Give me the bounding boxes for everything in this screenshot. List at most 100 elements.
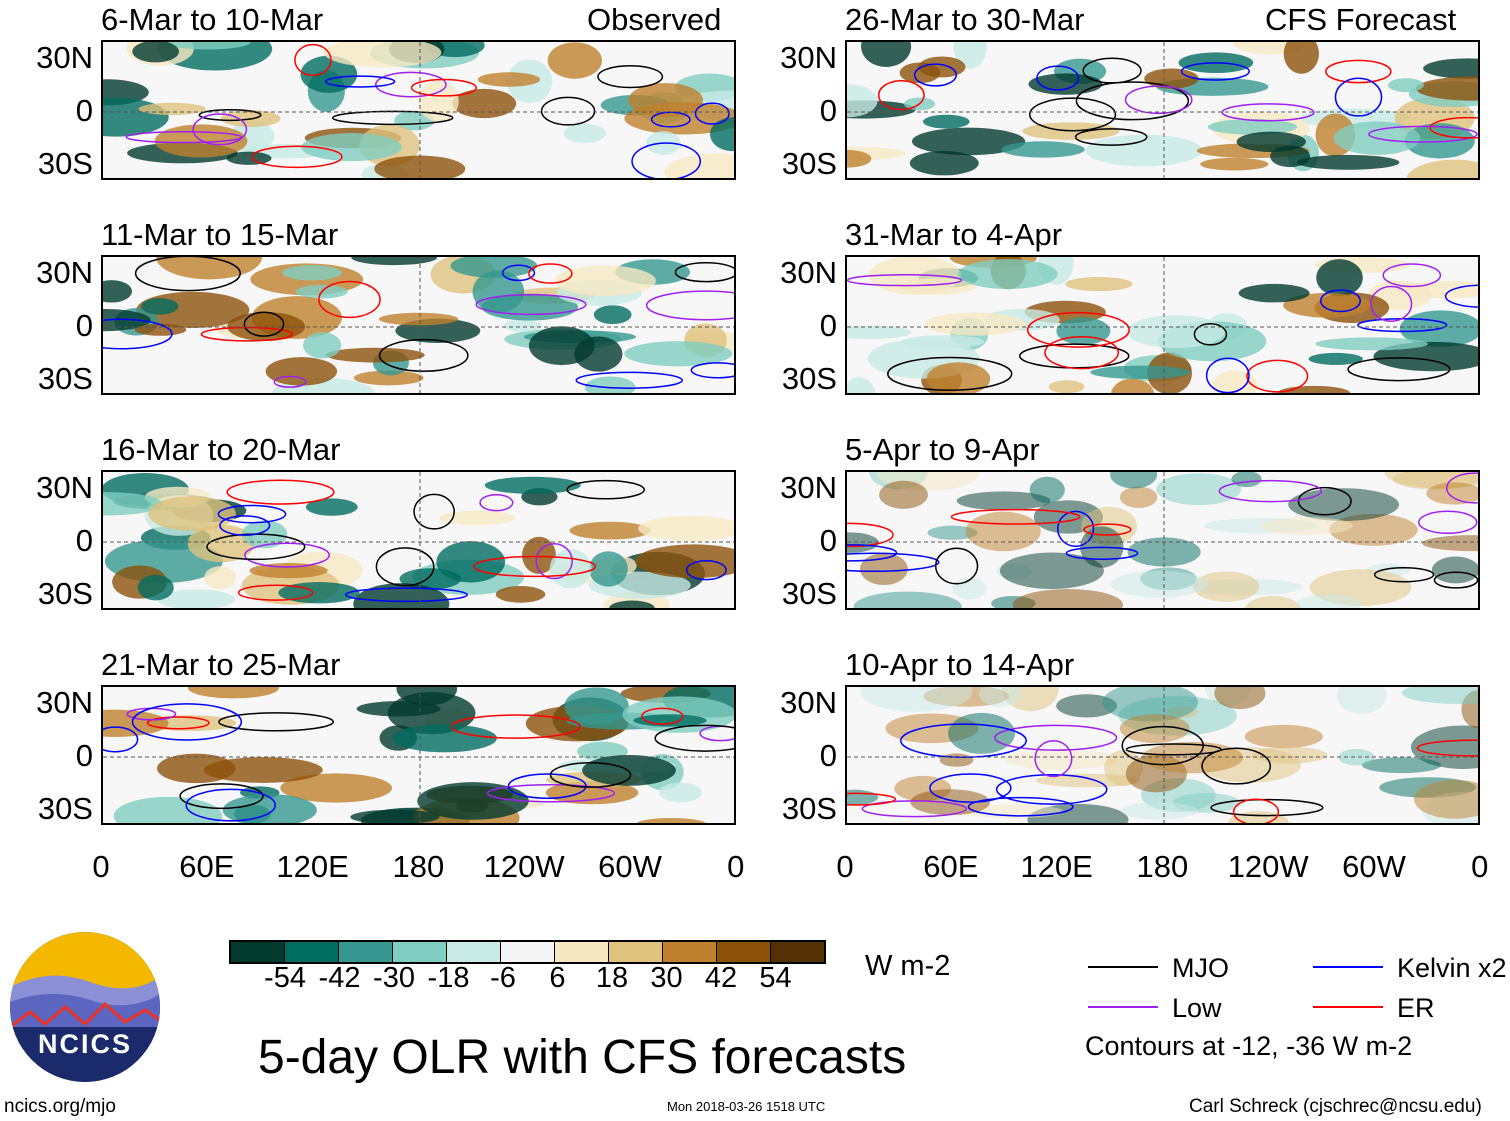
- anomaly-region: [1413, 779, 1478, 819]
- wave-contour: [273, 375, 307, 388]
- lat-label: 30S: [781, 791, 837, 826]
- wave-contour: [413, 493, 455, 530]
- wave-contour: [540, 96, 596, 126]
- anomaly-region: [1406, 159, 1478, 178]
- panel-title: 5-Apr to 9-Apr: [845, 432, 1040, 467]
- anomaly-region: [965, 511, 1041, 552]
- wave-contour: [226, 479, 335, 505]
- anomaly-region: [1336, 687, 1387, 714]
- wave-contour: [501, 264, 536, 282]
- anomaly-region: [1214, 687, 1266, 710]
- anomaly-region: [203, 757, 323, 783]
- wave-contour: [847, 792, 897, 806]
- anomaly-region: [1387, 78, 1424, 93]
- wave-contour: [1444, 284, 1478, 308]
- anomaly-region: [1401, 687, 1478, 704]
- colorbar-label: -42: [318, 962, 361, 994]
- anomaly-region: [926, 362, 991, 393]
- wave-contour: [294, 43, 332, 77]
- wave-contour: [699, 725, 734, 742]
- footer-author: Carl Schreck (cjschrec@ncsu.edu): [1189, 1096, 1482, 1117]
- anomaly-region: [187, 687, 279, 699]
- wave-contour: [125, 130, 243, 144]
- logo-text: NCICS: [37, 1029, 132, 1059]
- anomaly-region: [226, 151, 272, 165]
- anomaly-region: [1156, 473, 1242, 506]
- anomaly-region: [187, 524, 255, 563]
- lon-label: 120W: [483, 849, 565, 884]
- anomaly-region: [1029, 476, 1065, 504]
- anomaly-region: [1277, 385, 1351, 393]
- wave-contour: [1429, 116, 1478, 139]
- anomaly-region: [1126, 315, 1225, 349]
- anomaly-region: [484, 476, 581, 494]
- lon-label: 120W: [1227, 849, 1309, 884]
- wave-contour: [1334, 77, 1383, 117]
- colorbar-label: 54: [759, 962, 792, 994]
- anomaly-region: [353, 370, 424, 386]
- anomaly-region: [589, 551, 628, 587]
- ncics-logo: NCICS: [10, 932, 160, 1082]
- wave-contour: [900, 723, 1027, 758]
- anomaly-region: [1404, 123, 1475, 159]
- anomaly-region: [979, 687, 1022, 707]
- anomaly-region: [1193, 571, 1260, 602]
- wave-contour: [528, 263, 573, 284]
- olr-anomaly-map: [103, 42, 734, 178]
- wave-contour: [654, 724, 734, 752]
- wave-contour: [995, 774, 1108, 805]
- wave-contour: [674, 262, 734, 283]
- legend-line-kelvin-x2: [1313, 966, 1383, 968]
- olr-map-panel: [845, 685, 1480, 825]
- cfs-forecast-label: CFS Forecast: [1265, 2, 1457, 37]
- anomaly-region: [1396, 281, 1478, 299]
- legend-line-low: [1088, 1006, 1158, 1008]
- wave-contour: [479, 493, 514, 512]
- wave-contour: [192, 113, 248, 146]
- colorbar-swatch: [501, 942, 555, 962]
- wave-contour: [847, 274, 963, 287]
- wave-contour: [218, 712, 335, 732]
- colorbar-swatch: [663, 942, 717, 962]
- wave-contour: [1325, 59, 1392, 84]
- colorbar-label: 42: [704, 962, 738, 994]
- lon-label: 0: [836, 849, 854, 884]
- wave-contour: [1180, 62, 1250, 81]
- anomaly-region: [1110, 472, 1158, 489]
- wave-contour: [185, 788, 276, 822]
- anomaly-region: [452, 88, 517, 119]
- anomaly-region: [157, 589, 235, 608]
- wave-contour: [1125, 743, 1222, 756]
- wave-contour: [1036, 65, 1080, 91]
- colorbar-swatch: [771, 942, 824, 962]
- wave-contour: [566, 479, 645, 500]
- colorbar-swatch: [717, 942, 771, 962]
- anomaly-region: [1422, 535, 1478, 552]
- anomaly-region: [879, 480, 928, 509]
- anomaly-region: [450, 257, 538, 278]
- wave-contour: [861, 800, 968, 818]
- anomaly-region: [860, 553, 908, 586]
- anomaly-region: [1283, 42, 1319, 74]
- footer-url[interactable]: ncics.org/mjo: [4, 1096, 116, 1117]
- wave-contour: [198, 108, 262, 122]
- anomaly-region: [280, 773, 393, 803]
- wave-contour: [575, 371, 683, 389]
- legend-label: MJO: [1172, 953, 1229, 983]
- anomaly-region: [325, 347, 425, 363]
- wave-contour: [1205, 357, 1250, 393]
- wave-contour: [694, 102, 730, 125]
- anomaly-region: [1415, 76, 1478, 101]
- wave-contour: [690, 362, 734, 379]
- wave-contour: [1246, 359, 1309, 393]
- wave-contour: [597, 65, 664, 89]
- anomaly-region: [1338, 749, 1375, 766]
- anomaly-region: [103, 492, 163, 516]
- anomaly-region: [1295, 594, 1362, 608]
- olr-anomaly-map: [103, 257, 734, 393]
- wave-contour: [1083, 523, 1132, 536]
- wave-contour: [217, 504, 287, 524]
- anomaly-region: [1012, 589, 1124, 608]
- lon-label: 180: [392, 849, 445, 884]
